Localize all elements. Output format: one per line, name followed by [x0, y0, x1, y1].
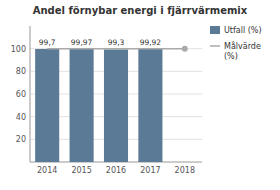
- x-tick-label: 2018: [175, 166, 195, 175]
- y-tick-label: 40: [16, 113, 26, 122]
- bar: [70, 49, 94, 162]
- legend-swatch: [210, 26, 220, 34]
- legend-label-line: Utfall (%): [224, 26, 262, 35]
- legend-label-line: (%): [224, 52, 238, 61]
- legend: Utfall (%) Målvärde(%): [210, 26, 262, 61]
- data-label: 99,97: [71, 38, 93, 47]
- y-axis-line: [30, 26, 31, 162]
- legend-swatch: [210, 45, 220, 47]
- bar: [138, 49, 162, 162]
- bar: [104, 49, 128, 162]
- bar: [35, 49, 59, 162]
- legend-label-line: Målvärde: [224, 41, 261, 51]
- legend-label: Utfall (%): [224, 26, 262, 35]
- chart: Andel förnybar energi i fjärrvärmemix 20 4…: [0, 0, 280, 190]
- data-labels: 99,7 99,97 99,3 99,92: [39, 38, 162, 48]
- x-tick-label: 2016: [106, 166, 126, 175]
- y-tick-label: 20: [16, 135, 26, 144]
- legend-label: Målvärde(%): [224, 41, 261, 61]
- data-label: 99,7: [39, 38, 56, 47]
- y-tick-label: 80: [16, 67, 26, 76]
- x-tick-label: 2015: [71, 166, 91, 175]
- y-tick-label: 100: [11, 45, 26, 54]
- data-label: 99,92: [140, 38, 162, 47]
- title: Andel förnybar energi i fjärrvärmemix: [33, 5, 248, 16]
- x-tick-label: 2017: [140, 166, 160, 175]
- line-end-marker: [182, 46, 188, 52]
- marks: [35, 46, 188, 162]
- grid-line: [30, 48, 202, 49]
- line: [47, 48, 185, 50]
- data-label: 99,3: [108, 38, 125, 47]
- x-tick-label: 2014: [37, 166, 57, 175]
- y-tick-label: 60: [16, 90, 26, 99]
